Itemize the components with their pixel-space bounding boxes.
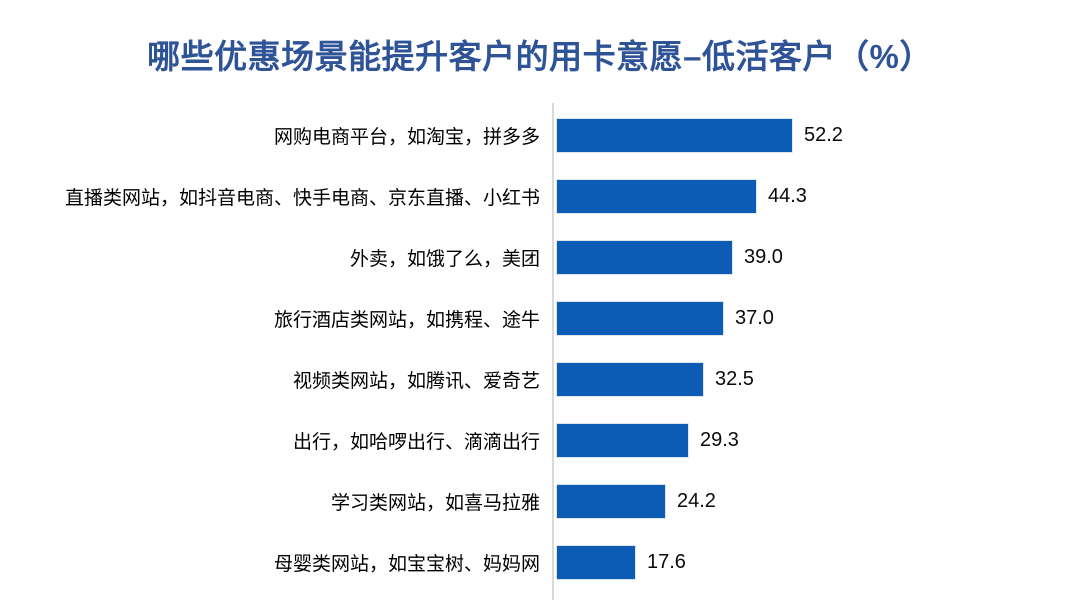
bar-rows-container: 网购电商平台，如淘宝，拼多多 52.2 直播类网站，如抖音电商、快手电商、京东直…	[0, 105, 1080, 593]
bar-row: 外卖，如饿了么，美团 39.0	[0, 227, 1080, 288]
bar-value-label: 52.2	[804, 124, 843, 146]
chart-title: 哪些优惠场景能提升客户的用卡意愿–低活客户（%）	[147, 38, 933, 75]
bar-value-label: 24.2	[677, 490, 716, 512]
bar	[556, 179, 757, 214]
bar-value-label: 44.3	[768, 185, 807, 207]
bar	[556, 423, 689, 458]
category-label: 外卖，如饿了么，美团	[349, 249, 540, 270]
bar-row: 视频类网站，如腾讯、爱奇艺 32.5	[0, 349, 1080, 410]
bar-row: 母婴类网站，如宝宝树、妈妈网 17.6	[0, 532, 1080, 593]
bar	[556, 484, 666, 519]
category-label: 出行，如哈啰出行、滴滴出行	[292, 432, 540, 453]
bar-row: 旅行酒店类网站，如携程、途牛 37.0	[0, 288, 1080, 349]
bar	[556, 301, 724, 336]
bar-row: 出行，如哈啰出行、滴滴出行 29.3	[0, 410, 1080, 471]
bar	[556, 240, 733, 275]
bar-row: 直播类网站，如抖音电商、快手电商、京东直播、小红书 44.3	[0, 166, 1080, 227]
category-label: 学习类网站，如喜马拉雅	[330, 493, 540, 514]
category-label: 直播类网站，如抖音电商、快手电商、京东直播、小红书	[64, 188, 540, 209]
bar	[556, 545, 636, 580]
category-label: 视频类网站，如腾讯、爱奇艺	[292, 371, 540, 392]
category-axis-line	[552, 103, 554, 600]
category-label: 网购电商平台，如淘宝，拼多多	[273, 127, 540, 148]
bar-value-label: 32.5	[715, 368, 754, 390]
bar	[556, 118, 793, 153]
category-label: 旅行酒店类网站，如携程、途牛	[273, 310, 540, 331]
bar-value-label: 37.0	[735, 307, 774, 329]
bar-value-label: 29.3	[700, 429, 739, 451]
bar	[556, 362, 704, 397]
bar-value-label: 39.0	[744, 246, 783, 268]
category-label: 母婴类网站，如宝宝树、妈妈网	[273, 554, 540, 575]
bar-value-label: 17.6	[647, 551, 686, 573]
bar-row: 网购电商平台，如淘宝，拼多多 52.2	[0, 105, 1080, 166]
bar-row: 学习类网站，如喜马拉雅 24.2	[0, 471, 1080, 532]
